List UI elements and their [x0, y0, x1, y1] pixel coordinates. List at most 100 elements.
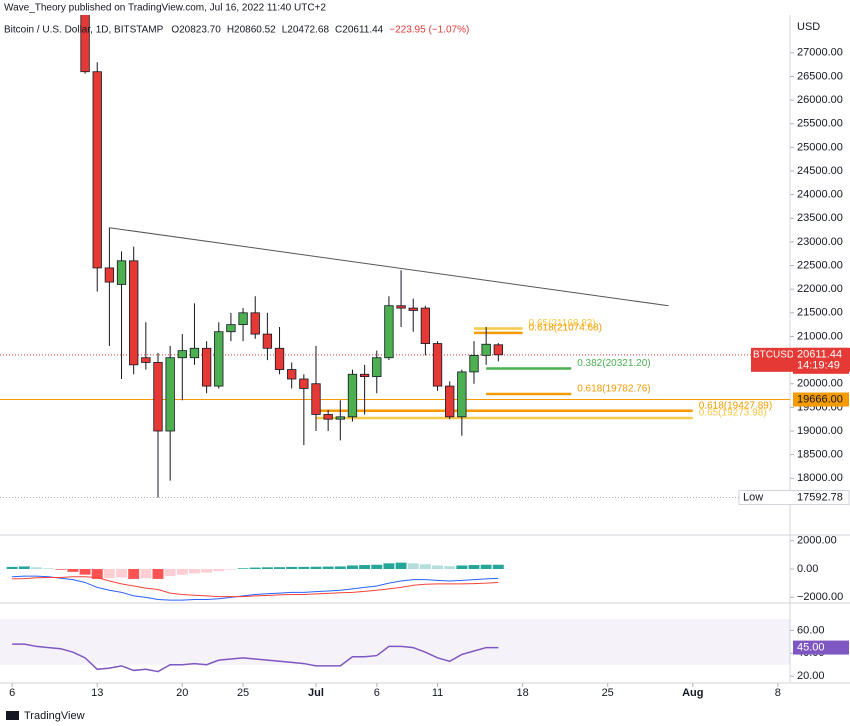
candle-body [141, 357, 151, 363]
candle-body [445, 385, 455, 418]
y-tick-label: 22500.00 [797, 259, 843, 271]
y-tick-label: 24500.00 [797, 165, 843, 177]
macd-hist [371, 564, 383, 569]
y-tick-label: 27000.00 [797, 47, 843, 59]
macd-hist [383, 563, 395, 569]
trendline [109, 227, 669, 307]
macd-hist [79, 569, 91, 575]
x-tick-label: 11 [432, 687, 443, 699]
candle-body [396, 305, 406, 309]
macd-hist [419, 564, 431, 569]
ohlc-value: H20860.52 [227, 25, 276, 36]
macd-hist [213, 569, 225, 572]
symbol: Bitcoin / U.S. Dollar, 1D, BITSTAMP [4, 25, 164, 36]
ohlc-value: −223.95 (−1.07%) [389, 25, 469, 36]
macd-hist [116, 569, 128, 578]
y-tick-label: 18500.00 [797, 449, 843, 461]
candle-body [274, 347, 285, 370]
macd-hist [55, 569, 67, 570]
low-tag [738, 490, 850, 506]
candle-body [469, 354, 479, 373]
candle-body [262, 333, 273, 349]
ohlc-value: L20472.68 [282, 25, 330, 36]
candle-body [80, 15, 90, 73]
candle-body [250, 312, 260, 335]
logo: TradingView [24, 710, 85, 722]
low-value: 17592.78 [797, 491, 843, 503]
macd-hist [188, 569, 200, 574]
y-tick-label: 22000.00 [797, 283, 843, 295]
macd-hist [432, 565, 444, 569]
fib-label: 0.65(19273.98) [699, 408, 767, 419]
macd-hist [103, 569, 115, 579]
candle-body [116, 260, 127, 285]
macd-hist [298, 566, 310, 569]
ohlc-value: C20611.44 [335, 25, 384, 36]
macd-hist [140, 569, 152, 579]
candle-body [493, 344, 503, 356]
rsi-tag [793, 640, 849, 655]
x-tick-label: 6 [374, 687, 380, 699]
macd-hist [456, 565, 468, 569]
x-tick-label: 25 [237, 687, 249, 699]
macd-hist [201, 569, 213, 573]
candle-body [165, 357, 175, 432]
macd-hist [164, 569, 176, 577]
y-tick-label: 25500.00 [797, 118, 843, 130]
y-tick-label: 21000.00 [797, 330, 843, 342]
rsi-band [0, 619, 790, 665]
x-tick-label: Aug [682, 687, 703, 699]
y-tick-label: 20000.00 [797, 378, 843, 390]
countdown: 14:19:49 [797, 360, 840, 372]
candle-body [189, 347, 200, 359]
low-text: Low [743, 491, 763, 503]
y-tick-label: 19000.00 [797, 425, 843, 437]
axis-title: USD [797, 21, 820, 33]
candle-body [457, 371, 467, 418]
macd-hist [407, 563, 419, 569]
fib-label: 0.618(19427.89) [699, 400, 772, 411]
macd-hist [492, 564, 504, 569]
macd-hist [30, 567, 42, 569]
price-pane [0, 15, 790, 498]
candle-body [432, 343, 443, 387]
candle-body [323, 414, 333, 420]
candle-body [104, 267, 115, 283]
macd-hist [444, 566, 456, 569]
y-tick-label: 25000.00 [797, 141, 843, 153]
candle-body [384, 305, 394, 359]
y-tick-label: 23500.00 [797, 212, 843, 224]
macd-hist [468, 565, 480, 569]
candle-body [214, 331, 224, 387]
macd-line [12, 575, 499, 601]
macd-hist [18, 566, 30, 569]
x-tick-label: 20 [176, 687, 188, 699]
candle-body [201, 347, 212, 387]
x-tick-label: Jul [308, 687, 324, 699]
candle-body [287, 369, 297, 380]
fib-label: 0.382(20321.20) [577, 358, 650, 369]
y-tick-label: 21500.00 [797, 307, 843, 319]
x-tick-label: 25 [602, 687, 614, 699]
candle-body [299, 378, 309, 389]
rsi-line [12, 643, 499, 673]
candle-body [153, 362, 163, 432]
x-tick-label: 13 [91, 687, 103, 699]
macd-y-tick-label: −2000.00 [797, 591, 843, 603]
fib-label: 0.618(19782.76) [577, 384, 650, 395]
macd-y-tick-label: 0.00 [797, 563, 818, 575]
candle-body [420, 307, 431, 344]
macd-hist [395, 562, 407, 569]
macd-hist [67, 569, 79, 572]
symbol-tag: BTCUSD [753, 349, 794, 360]
macd-hist [322, 566, 334, 569]
macd-hist [91, 569, 103, 579]
macd-hist [359, 565, 371, 569]
y-tick-label: 26000.00 [797, 94, 843, 106]
candle-body [226, 324, 236, 333]
candle-body [238, 312, 248, 326]
fib-label: 0.618(21074.68) [529, 323, 602, 334]
logo-icon [6, 711, 19, 720]
